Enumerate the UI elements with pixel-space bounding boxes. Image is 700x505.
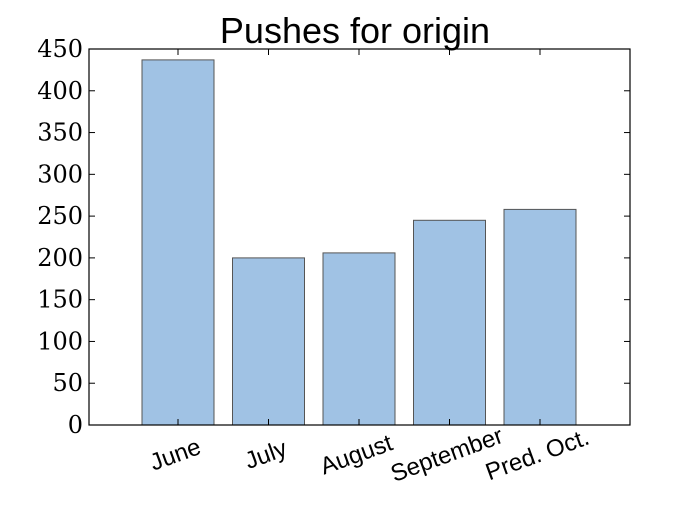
bar-1 [232,257,305,426]
y-axis-tick-labels: 0 50 100 150 200 250 300 350 400 450 [37,35,83,439]
bar-4 [503,208,577,426]
y-tick-label-8: 400 [37,77,83,105]
y-tick-label-9: 450 [37,35,83,63]
bar-3 [413,219,486,426]
chart-title: Pushes for origin [220,10,490,51]
plot-area-frame [88,48,631,426]
y-tick-label-5: 250 [37,202,83,230]
y-tick-label-6: 300 [37,160,83,188]
y-tick-label-7: 350 [37,119,83,147]
y-tick-label-0: 0 [68,411,83,439]
y-tick-label-3: 150 [37,286,83,314]
bar-0 [141,59,215,426]
x-tick-label-2: August [317,429,397,480]
y-tick-label-4: 200 [37,244,83,272]
x-tick-label-1: July [241,435,290,475]
bars-layer [141,59,577,426]
x-tick-label-0: June [146,433,204,476]
y-tick-label-1: 50 [52,369,83,397]
bar-2 [322,252,396,426]
y-tick-label-2: 100 [37,327,83,355]
